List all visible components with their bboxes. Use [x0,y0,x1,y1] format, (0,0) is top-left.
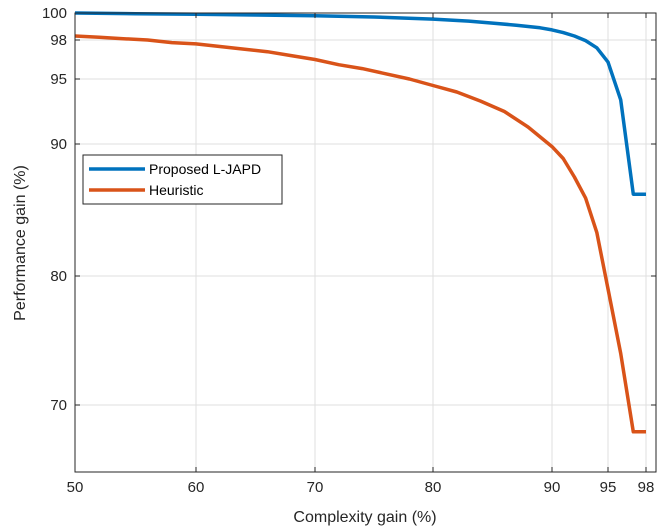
y-tick-label: 90 [50,136,67,153]
x-tick-label: 90 [544,479,561,496]
series-line-proposed [74,11,646,196]
y-axis-label: Performance gain (%) [12,165,29,321]
x-tick-label: 95 [600,479,617,496]
y-tick-label: 80 [50,268,67,285]
plot-area-frame [74,12,657,473]
y-tick-label: 95 [50,71,67,88]
x-tick-label: 98 [638,479,655,496]
legend-label-proposed: Proposed L-JAPD [149,161,261,177]
y-tick-label: 100 [42,5,67,22]
x-tick-label: 80 [425,479,442,496]
y-tick-label: 98 [50,32,67,49]
legend-box [82,154,283,205]
x-tick-label: 50 [67,479,84,496]
tick-labels: 50 60 70 80 90 95 98 70 80 90 95 98 100 [42,5,654,496]
series-layer [74,11,646,434]
legend: Proposed L-JAPD Heuristic [82,154,283,205]
x-tick-label: 60 [188,479,205,496]
series-line-heuristic [74,34,646,434]
x-axis-label: Complexity gain (%) [293,509,436,526]
x-tick-label: 70 [307,479,324,496]
axis-ticks [74,12,656,472]
legend-label-heuristic: Heuristic [149,182,203,198]
y-tick-label: 70 [50,397,67,414]
grid-lines [74,12,656,472]
